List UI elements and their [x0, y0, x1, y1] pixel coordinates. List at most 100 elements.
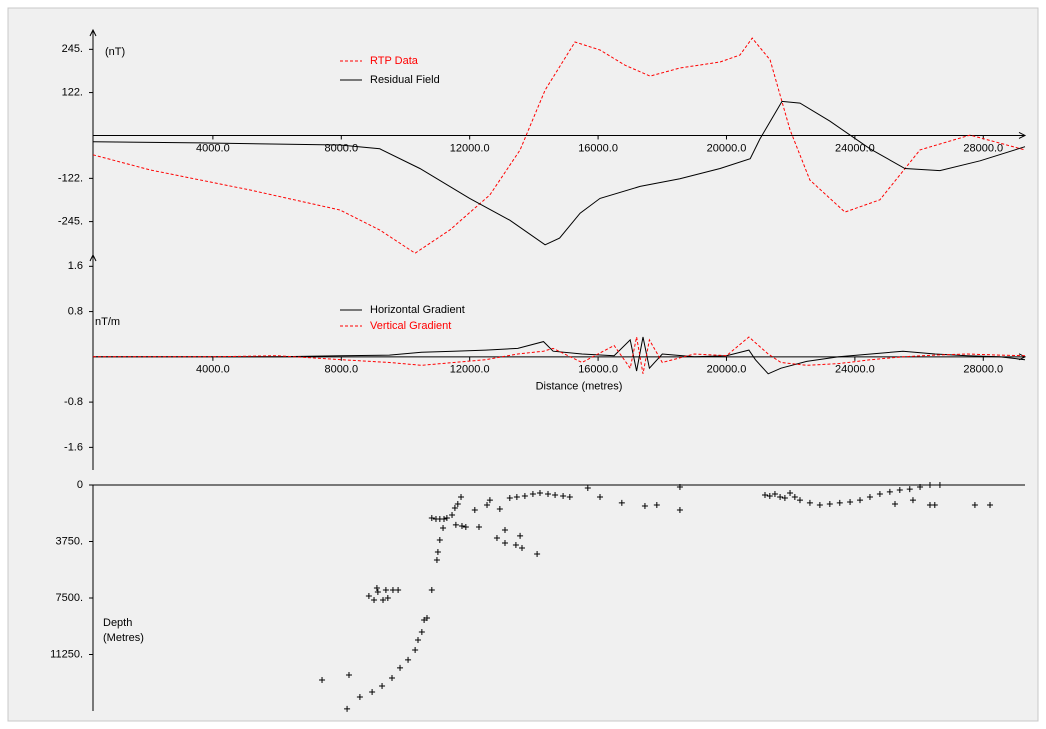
plot-background: [7, 7, 1039, 722]
y-axis-label: (nT): [105, 46, 125, 58]
x-tick-label: 12000.0: [450, 364, 490, 376]
scatter-point: [506, 494, 513, 501]
scatter-point: [373, 585, 380, 592]
scatter-point: [836, 499, 843, 506]
scatter-point: [441, 516, 448, 523]
scatter-point: [501, 540, 508, 547]
x-tick-label: 28000.0: [963, 364, 1003, 376]
scatter-point: [374, 588, 381, 595]
y-tick-label: 11250.: [50, 648, 83, 660]
scatter-point: [395, 587, 402, 594]
x-tick-label: 16000.0: [578, 142, 618, 154]
x-tick-label: 20000.0: [707, 364, 747, 376]
legend-label: Vertical Gradient: [370, 320, 451, 332]
y-tick-label: 0: [77, 479, 83, 491]
scatter-point: [319, 676, 326, 683]
legend-label: RTP Data: [370, 55, 419, 67]
scatter-point: [449, 511, 456, 518]
y-tick-label: 245.: [62, 43, 83, 55]
scatter-point: [389, 587, 396, 594]
x-tick-label: 4000.0: [196, 364, 230, 376]
scatter-point: [345, 671, 352, 678]
y-tick-label: 122.: [62, 86, 83, 98]
scatter-point: [418, 629, 425, 636]
scatter-point: [676, 507, 683, 514]
scatter-point: [597, 494, 604, 501]
scatter-point: [379, 682, 386, 689]
legend-label: Horizontal Gradient: [370, 304, 465, 316]
scatter-point: [761, 491, 768, 498]
scatter-point: [380, 596, 387, 603]
scatter-point: [806, 499, 813, 506]
series-line: [93, 336, 1026, 374]
scatter-point: [777, 494, 784, 501]
scatter-point: [486, 497, 493, 504]
scatter-point: [517, 532, 524, 539]
y-tick-label: -122.: [58, 172, 83, 184]
scatter-point: [552, 491, 559, 498]
scatter-point: [501, 527, 508, 534]
scatter-point: [653, 502, 660, 509]
scatter-point: [886, 488, 893, 495]
scatter-point: [451, 505, 458, 512]
x-tick-label: 12000.0: [450, 142, 490, 154]
scatter-point: [458, 522, 465, 529]
y-tick-label: -245.: [58, 216, 83, 228]
scatter-point: [452, 521, 459, 528]
x-axis-label: Distance (metres): [536, 381, 623, 393]
scatter-point: [566, 494, 573, 501]
scatter-point: [454, 500, 461, 507]
scatter-point: [891, 500, 898, 507]
scatter-point: [440, 524, 447, 531]
scatter-point: [896, 486, 903, 493]
x-tick-label: 8000.0: [324, 364, 358, 376]
y-axis-label: Depth: [103, 617, 132, 629]
scatter-point: [513, 494, 520, 501]
scatter-point: [428, 587, 435, 594]
y-tick-label: 3750.: [55, 535, 83, 547]
scatter-point: [534, 551, 541, 558]
y-axis-arrow: [89, 253, 97, 262]
scatter-point: [781, 494, 788, 501]
scatter-point: [909, 497, 916, 504]
scatter-point: [471, 507, 478, 514]
scatter-point: [344, 705, 351, 712]
scatter-point: [519, 544, 526, 551]
scatter-point: [462, 524, 469, 531]
scatter-point: [876, 491, 883, 498]
scatter-point: [791, 494, 798, 501]
scatter-point: [397, 664, 404, 671]
scatter-point: [384, 595, 391, 601]
scatter-point: [847, 499, 854, 506]
scatter-point: [536, 489, 543, 496]
scatter-point: [866, 494, 873, 501]
y-tick-label: -1.6: [64, 441, 83, 453]
scatter-point: [641, 502, 648, 509]
scatter-point: [434, 549, 441, 556]
scatter-point: [496, 505, 503, 512]
x-tick-label: 20000.0: [707, 142, 747, 154]
scatter-point: [987, 502, 994, 509]
x-tick-label: 28000.0: [963, 142, 1003, 154]
x-tick-label: 8000.0: [324, 142, 358, 154]
y-tick-label: -0.8: [64, 396, 83, 408]
scatter-point: [356, 693, 363, 700]
legend-label: Residual Field: [370, 74, 440, 86]
x-tick-label: 24000.0: [835, 364, 875, 376]
x-tick-label: 4000.0: [196, 142, 230, 154]
scatter-point: [405, 656, 412, 663]
scatter-point: [436, 536, 443, 543]
y-axis-label: (Metres): [103, 632, 144, 644]
scatter-point: [412, 646, 419, 653]
scatter-point: [816, 502, 823, 509]
y-axis-label: nT/m: [95, 316, 120, 328]
scatter-point: [423, 615, 430, 622]
scatter-point: [458, 494, 465, 501]
scatter-point: [676, 483, 683, 490]
series-line: [92, 37, 1026, 254]
series-line: [92, 100, 1026, 246]
scatter-point: [560, 492, 567, 499]
scatter-point: [382, 587, 389, 594]
scatter-point: [936, 482, 943, 488]
